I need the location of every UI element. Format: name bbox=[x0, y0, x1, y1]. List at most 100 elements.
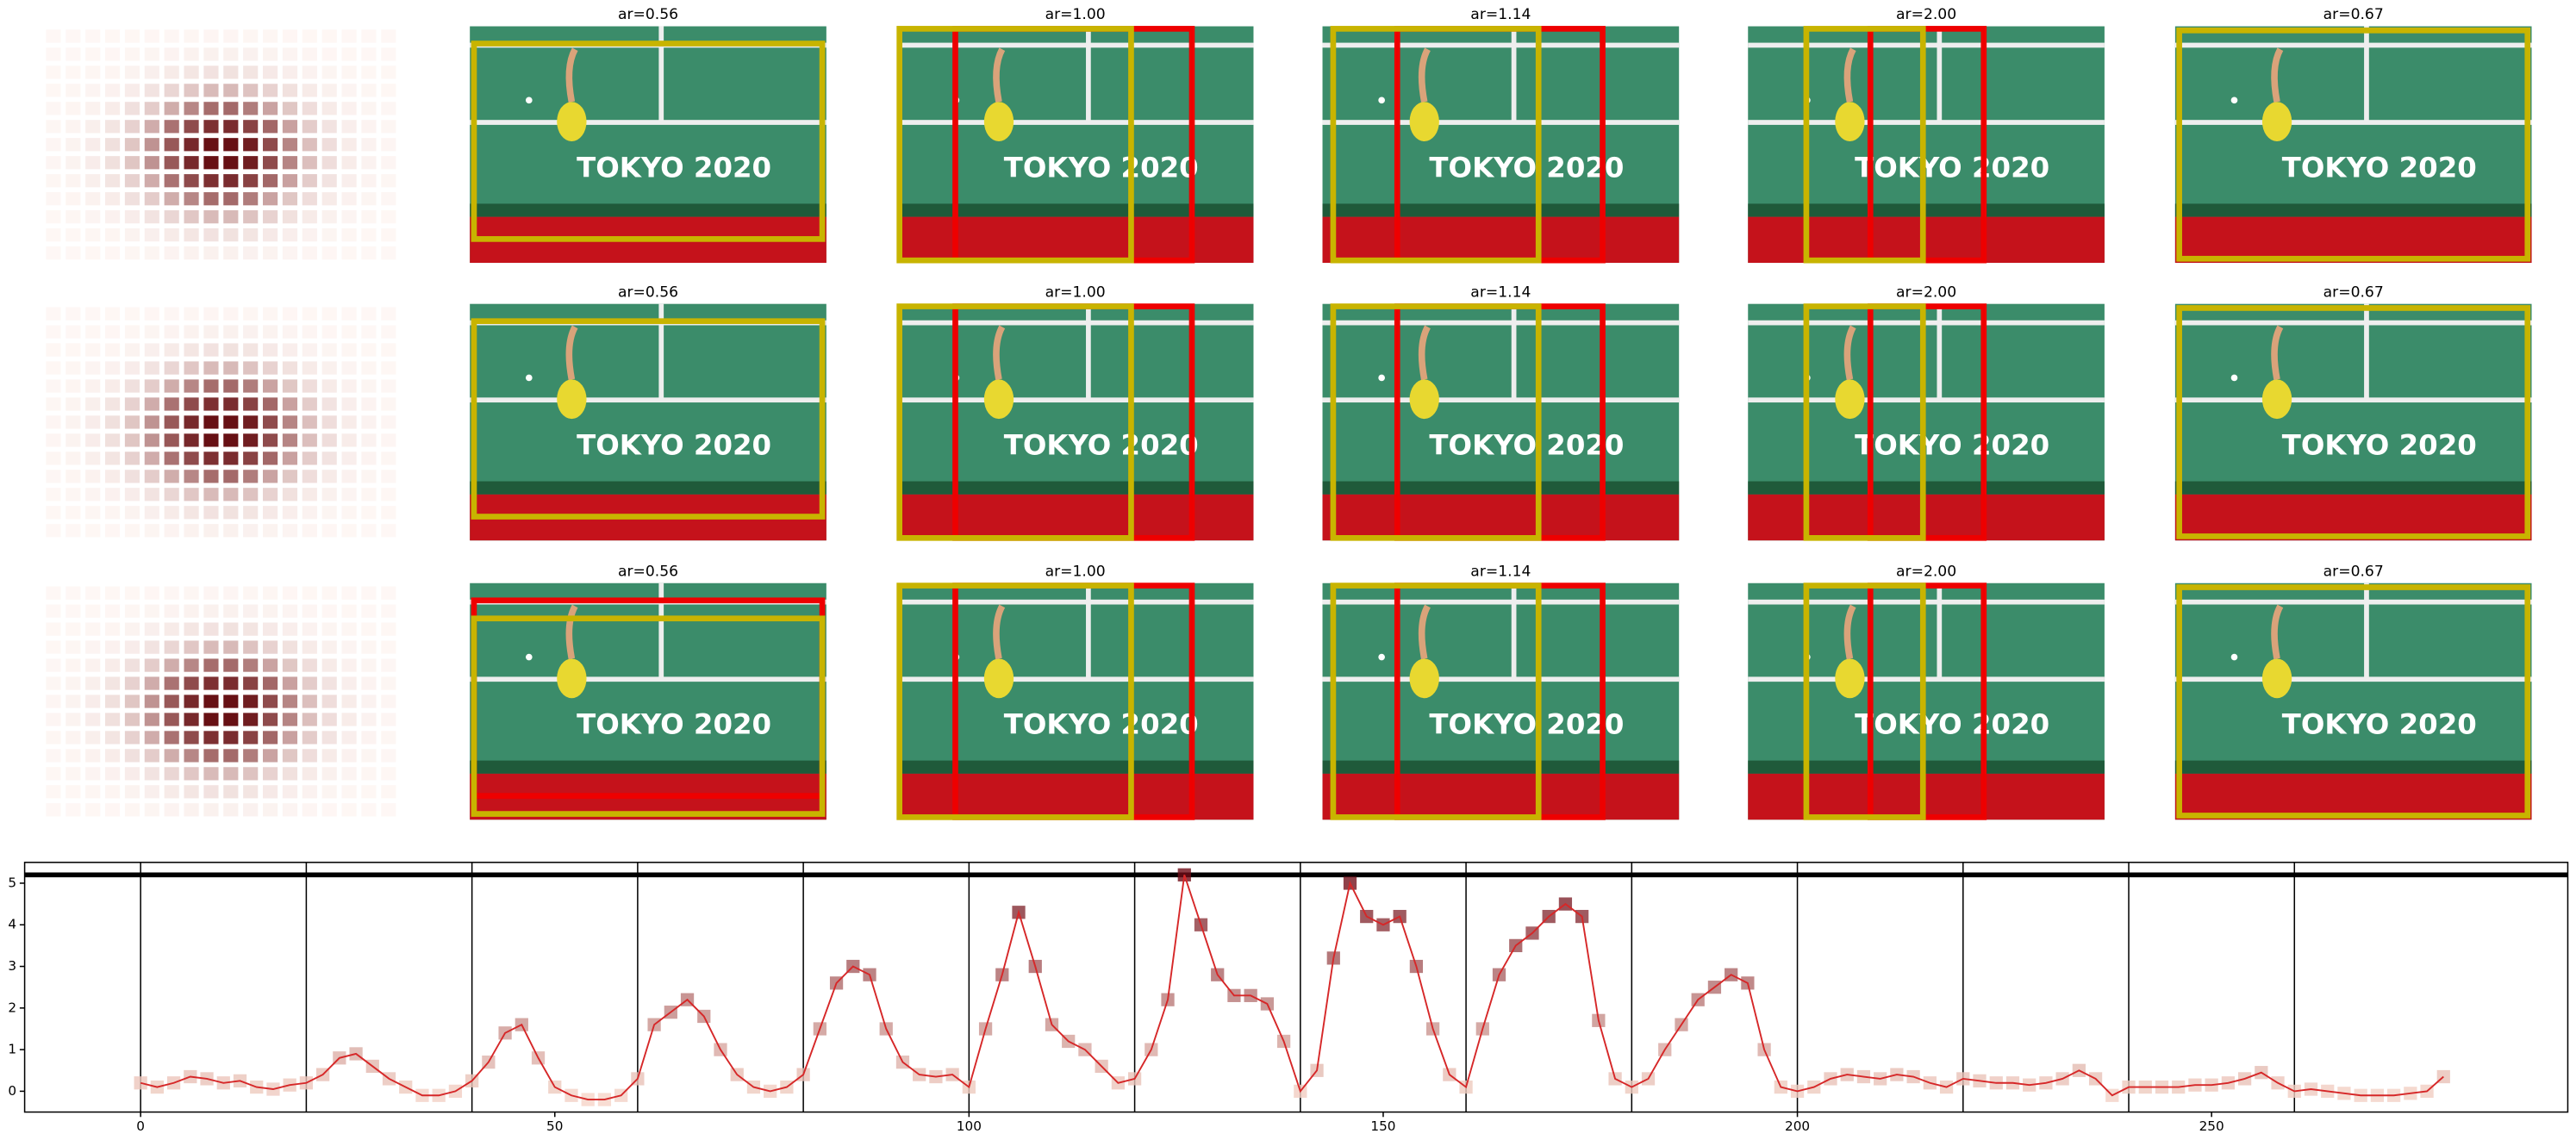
line-v bbox=[1937, 303, 1943, 400]
heat-cell bbox=[85, 622, 101, 636]
photo-panel: TOKYO 2020 bbox=[2174, 26, 2532, 264]
heat-cell bbox=[164, 586, 179, 600]
heat-cell bbox=[243, 156, 259, 170]
heat-cell bbox=[164, 325, 179, 339]
heat-cell bbox=[321, 695, 337, 708]
heat-cell bbox=[164, 120, 179, 134]
heat-cell bbox=[164, 343, 179, 357]
line-h bbox=[1748, 397, 2105, 403]
heat-cell bbox=[144, 47, 159, 61]
heat-cell bbox=[361, 138, 377, 152]
heat-cell bbox=[341, 785, 357, 799]
player bbox=[983, 658, 1014, 699]
heat-cell bbox=[164, 676, 179, 690]
heat-cell bbox=[65, 102, 81, 115]
heat-cell bbox=[341, 102, 357, 115]
heat-cell bbox=[124, 658, 140, 672]
heat-cell bbox=[144, 524, 159, 538]
heat-cell bbox=[105, 65, 121, 79]
heat-cell bbox=[302, 785, 317, 799]
photo-text: TOKYO 2020 bbox=[1004, 708, 1199, 741]
heat-cell bbox=[341, 174, 357, 188]
heat-cell bbox=[203, 379, 219, 393]
line-h bbox=[2174, 676, 2532, 682]
heat-cell bbox=[341, 192, 357, 206]
player-arm bbox=[2271, 604, 2284, 660]
heat-cell bbox=[243, 586, 259, 600]
heat-cell bbox=[243, 120, 259, 134]
heat-cell bbox=[65, 156, 81, 170]
heat-cell bbox=[184, 307, 199, 321]
panel-title: ar=0.56 bbox=[618, 6, 678, 23]
heat-cell bbox=[321, 488, 337, 501]
heat-cell bbox=[184, 397, 199, 411]
heat-cell bbox=[302, 210, 317, 224]
heat-cell bbox=[381, 524, 396, 538]
heat-cell bbox=[65, 192, 81, 206]
heat-cell bbox=[243, 325, 259, 339]
heat-cell bbox=[46, 695, 61, 708]
line-h bbox=[896, 120, 1254, 125]
heat-cell bbox=[361, 785, 377, 799]
heat-cell bbox=[381, 415, 396, 429]
heat-cell bbox=[164, 29, 179, 43]
heat-cell bbox=[381, 488, 396, 501]
heat-cell bbox=[223, 785, 239, 799]
player-arm bbox=[565, 325, 578, 381]
heat-cell bbox=[302, 767, 317, 781]
photo-text: TOKYO 2020 bbox=[2282, 708, 2477, 741]
heat-cell bbox=[203, 307, 219, 321]
heat-cell bbox=[65, 210, 81, 224]
heat-cell bbox=[302, 433, 317, 447]
heat-cell bbox=[321, 524, 337, 538]
heat-cell bbox=[302, 246, 317, 260]
heat-cell bbox=[46, 803, 61, 817]
heat-cell bbox=[341, 695, 357, 708]
heat-cell bbox=[85, 470, 101, 483]
heat-cell bbox=[105, 361, 121, 375]
player bbox=[1835, 102, 1865, 141]
heat-cell bbox=[85, 767, 101, 781]
heat-cell bbox=[223, 397, 239, 411]
heat-cell bbox=[164, 102, 179, 115]
heat-cell bbox=[105, 695, 121, 708]
player-arm bbox=[1418, 604, 1431, 660]
heat-cell bbox=[223, 102, 239, 115]
heat-cell bbox=[282, 210, 298, 224]
heat-cell bbox=[361, 695, 377, 708]
heat-cell bbox=[381, 228, 396, 242]
heat-cell bbox=[282, 343, 298, 357]
heat-cell bbox=[105, 676, 121, 690]
heat-cell bbox=[361, 803, 377, 817]
heat-cell bbox=[124, 452, 140, 465]
heat-cell bbox=[243, 488, 259, 501]
heat-cell bbox=[361, 488, 377, 501]
court-edge bbox=[1748, 203, 2105, 217]
heat-cell bbox=[65, 433, 81, 447]
heat-cell bbox=[105, 731, 121, 744]
heat-cell bbox=[361, 731, 377, 744]
heat-cell bbox=[164, 174, 179, 188]
heat-cell bbox=[263, 803, 278, 817]
court-red bbox=[896, 494, 1254, 541]
heat-cell bbox=[203, 174, 219, 188]
heat-cell bbox=[263, 586, 278, 600]
heat-cell bbox=[223, 156, 239, 170]
heat-cell bbox=[263, 658, 278, 672]
heat-cell bbox=[184, 379, 199, 393]
line-h bbox=[470, 397, 826, 403]
heat-cell bbox=[223, 749, 239, 763]
heat-cell bbox=[361, 397, 377, 411]
heat-cell bbox=[361, 586, 377, 600]
heat-cell bbox=[243, 379, 259, 393]
line-h bbox=[1322, 42, 1680, 48]
heat-cell bbox=[243, 397, 259, 411]
heat-cell bbox=[302, 138, 317, 152]
heat-cell bbox=[203, 524, 219, 538]
heat-cell bbox=[321, 415, 337, 429]
heat-cell bbox=[282, 586, 298, 600]
line-h bbox=[470, 676, 826, 682]
court-edge bbox=[470, 203, 826, 217]
heat-cell bbox=[85, 47, 101, 61]
player-arm bbox=[1843, 325, 1856, 381]
